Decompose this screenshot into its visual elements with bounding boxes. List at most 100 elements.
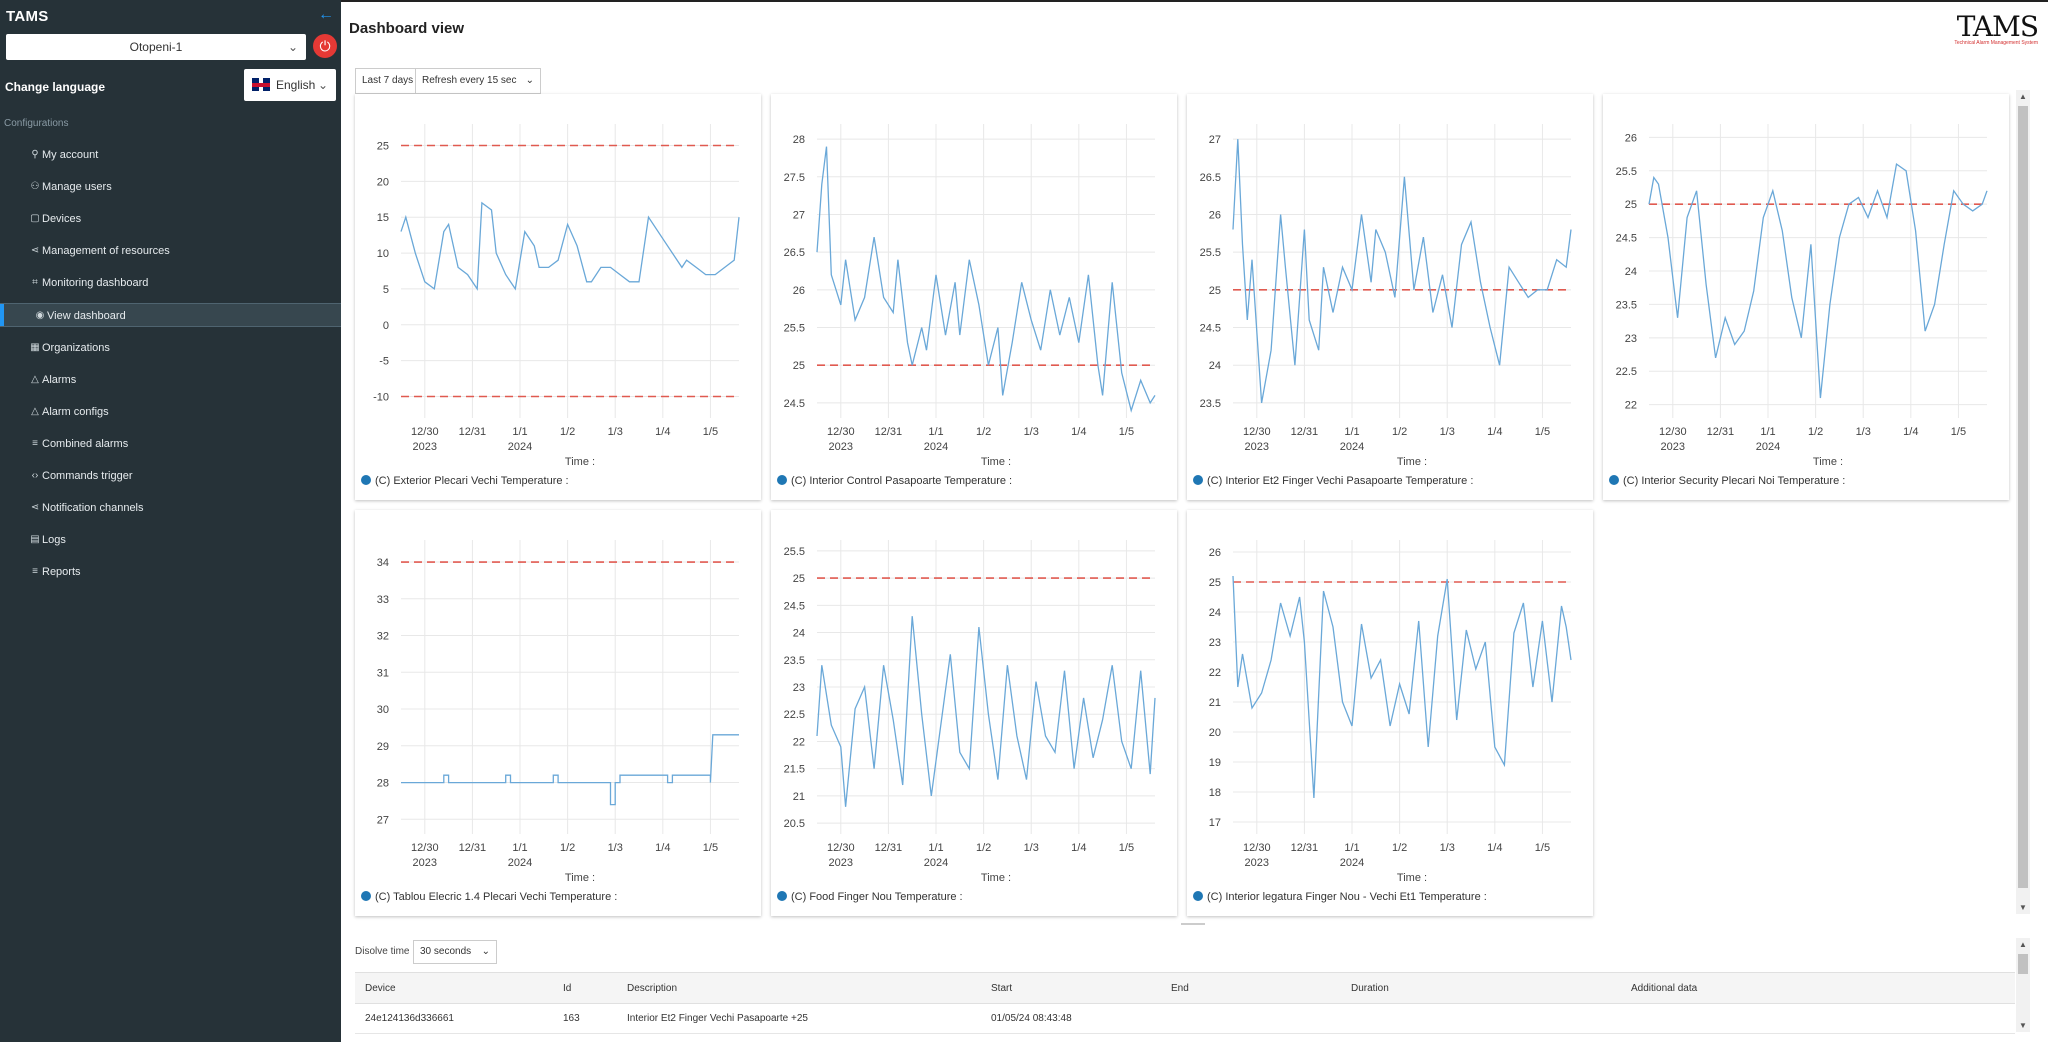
users-icon: ⚇ — [30, 181, 40, 192]
legend-dot-icon — [1193, 475, 1203, 485]
series-line[interactable] — [816, 146, 1156, 413]
chart-legend[interactable]: (C) Interior legatura Finger Nou - Vechi… — [1193, 891, 1487, 903]
series-line[interactable] — [1232, 575, 1572, 799]
sidebar-item-alarm-configs[interactable]: △ Alarm configs — [0, 400, 341, 424]
chevron-down-icon: ⌄ — [317, 78, 328, 92]
x-tick-label: 1/5 — [1119, 842, 1134, 854]
legend-dot-icon — [777, 891, 787, 901]
x-tick-label: 1/1 — [512, 842, 527, 854]
table-row[interactable]: 24e124136d336661 163 Interior Et2 Finger V… — [355, 1004, 2015, 1034]
panel-resize-handle[interactable] — [1181, 923, 1205, 925]
x-tick-label: 1/2 — [1392, 842, 1407, 854]
language-select[interactable]: English ⌄ — [244, 69, 336, 101]
sidebar-item-logs[interactable]: ▤ Logs — [0, 528, 341, 552]
sidebar-item-monitoring-dashboard[interactable]: ⌗ Monitoring dashboard — [0, 271, 341, 295]
y-tick-label: 25 — [1625, 199, 1637, 211]
y-tick-label: 24 — [1625, 266, 1637, 278]
column-header[interactable]: End — [1171, 983, 1189, 994]
chart-legend[interactable]: (C) Tablou Elecric 1.4 Plecari Vechi Tem… — [361, 891, 617, 903]
series-line[interactable] — [400, 201, 740, 291]
chart-card: 12/30 2023 12/31 1/1 2024 1/2 1/3 1/4 1/5 17 18 19 2… — [1187, 510, 1593, 916]
y-tick-label: 20 — [377, 176, 389, 188]
x-tick-label: 12/30 — [827, 842, 855, 854]
sidebar: TAMS ← Otopeni-1 ⌄ ⏻ Change language Eng… — [0, 0, 341, 1042]
scroll-up-icon[interactable]: ▲ — [2019, 92, 2027, 101]
scroll-down-icon[interactable]: ▼ — [2019, 903, 2027, 912]
column-header[interactable]: Additional data — [1631, 983, 1698, 994]
location-select[interactable]: Otopeni-1 ⌄ — [6, 34, 306, 60]
legend-dot-icon — [777, 475, 787, 485]
sidebar-item-commands-trigger[interactable]: ‹› Commands trigger — [0, 464, 341, 488]
sidebar-item-view-dashboard[interactable]: ◉ View dashboard — [0, 303, 341, 327]
sidebar-item-reports[interactable]: ≡ Reports — [0, 560, 341, 584]
logout-power-button[interactable]: ⏻ — [313, 34, 337, 58]
scroll-up-icon[interactable]: ▲ — [2019, 940, 2027, 949]
column-header[interactable]: Id — [563, 983, 572, 994]
collapse-sidebar-icon[interactable]: ← — [318, 6, 334, 23]
x-tick-label: 12/30 — [1243, 842, 1271, 854]
chart-legend[interactable]: (C) Interior Control Pasapoarte Temperat… — [777, 475, 1012, 487]
x-year-label: 2023 — [829, 857, 853, 869]
grid-icon: ▦ — [30, 342, 40, 353]
sidebar-item-management-of-resources[interactable]: ⋖ Management of resources — [0, 239, 341, 263]
series-line[interactable] — [1648, 162, 1988, 399]
chart-legend[interactable]: (C) Food Finger Nou Temperature : — [777, 891, 963, 903]
sidebar-item-my-account[interactable]: ⚲ My account — [0, 143, 341, 167]
y-tick-label: 23.5 — [1616, 299, 1637, 311]
line-chart: 12/30 2023 12/31 1/1 2024 1/2 1/3 1/4 1/5 24.5 25 2… — [784, 124, 1156, 468]
x-tick-label: 1/1 — [1344, 426, 1359, 438]
sidebar-item-notification-channels[interactable]: ⋖ Notification channels — [0, 496, 341, 520]
chart-legend[interactable]: (C) Exterior Plecari Vechi Temperature : — [361, 475, 569, 487]
table-scrollbar[interactable]: ▲ ▼ — [2016, 938, 2030, 1032]
sidebar-item-devices[interactable]: ▢ Devices — [0, 207, 341, 231]
x-tick-label: 12/30 — [1243, 426, 1271, 438]
dissolve-time-select[interactable]: 30 seconds ⌄ — [413, 940, 497, 964]
line-chart: 12/30 2023 12/31 1/1 2024 1/2 1/3 1/4 1/5 23.5 24 2… — [1200, 124, 1572, 468]
x-tick-label: 1/3 — [1440, 426, 1455, 438]
sidebar-item-combined-alarms[interactable]: ≡ Combined alarms — [0, 432, 341, 456]
y-tick-label: 22 — [1209, 667, 1221, 679]
scrollbar-thumb[interactable] — [2018, 954, 2028, 974]
column-header[interactable]: Description — [627, 983, 678, 994]
y-tick-label: 24 — [1209, 360, 1221, 372]
y-tick-label: 27 — [1209, 134, 1221, 146]
chart-card: 12/30 2023 12/31 1/1 2024 1/2 1/3 1/4 1/5 23.5 24 2… — [1187, 94, 1593, 500]
x-tick-label: 1/3 — [1440, 842, 1455, 854]
sidebar-item-organizations[interactable]: ▦ Organizations — [0, 336, 341, 360]
y-tick-label: 20.5 — [784, 818, 805, 830]
column-header[interactable]: Start — [991, 983, 1013, 994]
x-tick-label: 1/4 — [1487, 842, 1502, 854]
sidebar-item-manage-users[interactable]: ⚇ Manage users — [0, 175, 341, 199]
column-header[interactable]: Device — [365, 983, 396, 994]
x-year-label: 2023 — [1245, 857, 1269, 869]
legend-dot-icon — [361, 475, 371, 485]
series-line[interactable] — [816, 616, 1156, 807]
y-tick-label: 24.5 — [1616, 233, 1637, 245]
y-tick-label: 24.5 — [1200, 323, 1221, 335]
x-year-label: 2024 — [924, 857, 948, 869]
x-tick-label: 1/4 — [1071, 842, 1086, 854]
scroll-down-icon[interactable]: ▼ — [2019, 1021, 2027, 1030]
sidebar-item-label: Organizations — [42, 342, 110, 354]
column-header[interactable]: Duration — [1351, 983, 1389, 994]
y-tick-label: 10 — [377, 248, 389, 260]
series-line[interactable] — [401, 734, 739, 806]
x-tick-label: 1/5 — [1535, 426, 1550, 438]
time-range-button[interactable]: Last 7 days — [355, 68, 421, 94]
dashboard-scrollbar[interactable]: ▲ ▼ — [2016, 90, 2030, 914]
x-tick-label: 1/5 — [1951, 426, 1966, 438]
scrollbar-thumb[interactable] — [2018, 106, 2028, 888]
sidebar-item-alarms[interactable]: △ Alarms — [0, 368, 341, 392]
table-cell: 01/05/24 08:43:48 — [991, 1013, 1072, 1024]
x-tick-label: 1/2 — [1808, 426, 1823, 438]
sidebar-item-label: My account — [42, 149, 99, 161]
chart-legend[interactable]: (C) Interior Security Plecari Noi Temper… — [1609, 475, 1845, 487]
series-line[interactable] — [1232, 139, 1572, 404]
chart-legend[interactable]: (C) Interior Et2 Finger Vechi Pasapoarte… — [1193, 475, 1473, 487]
x-tick-label: 1/3 — [1024, 426, 1039, 438]
refresh-interval-select[interactable]: Refresh every 15 sec ⌄ — [415, 68, 541, 94]
table-cell: Interior Et2 Finger Vechi Pasapoarte +25 — [627, 1013, 808, 1024]
x-tick-label: 1/3 — [1024, 842, 1039, 854]
